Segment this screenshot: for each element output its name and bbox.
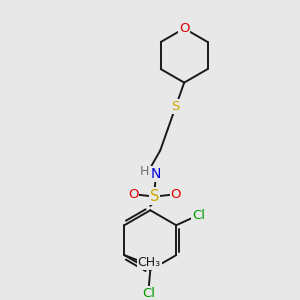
Text: O: O: [128, 188, 138, 201]
Text: CH₃: CH₃: [138, 256, 161, 269]
Text: S: S: [172, 100, 180, 113]
Text: H: H: [140, 165, 149, 178]
Text: Cl: Cl: [193, 209, 206, 222]
Text: S: S: [150, 188, 159, 203]
Text: O: O: [171, 188, 181, 201]
Text: O: O: [179, 22, 189, 35]
Text: Cl: Cl: [142, 287, 155, 300]
Text: N: N: [150, 167, 161, 181]
